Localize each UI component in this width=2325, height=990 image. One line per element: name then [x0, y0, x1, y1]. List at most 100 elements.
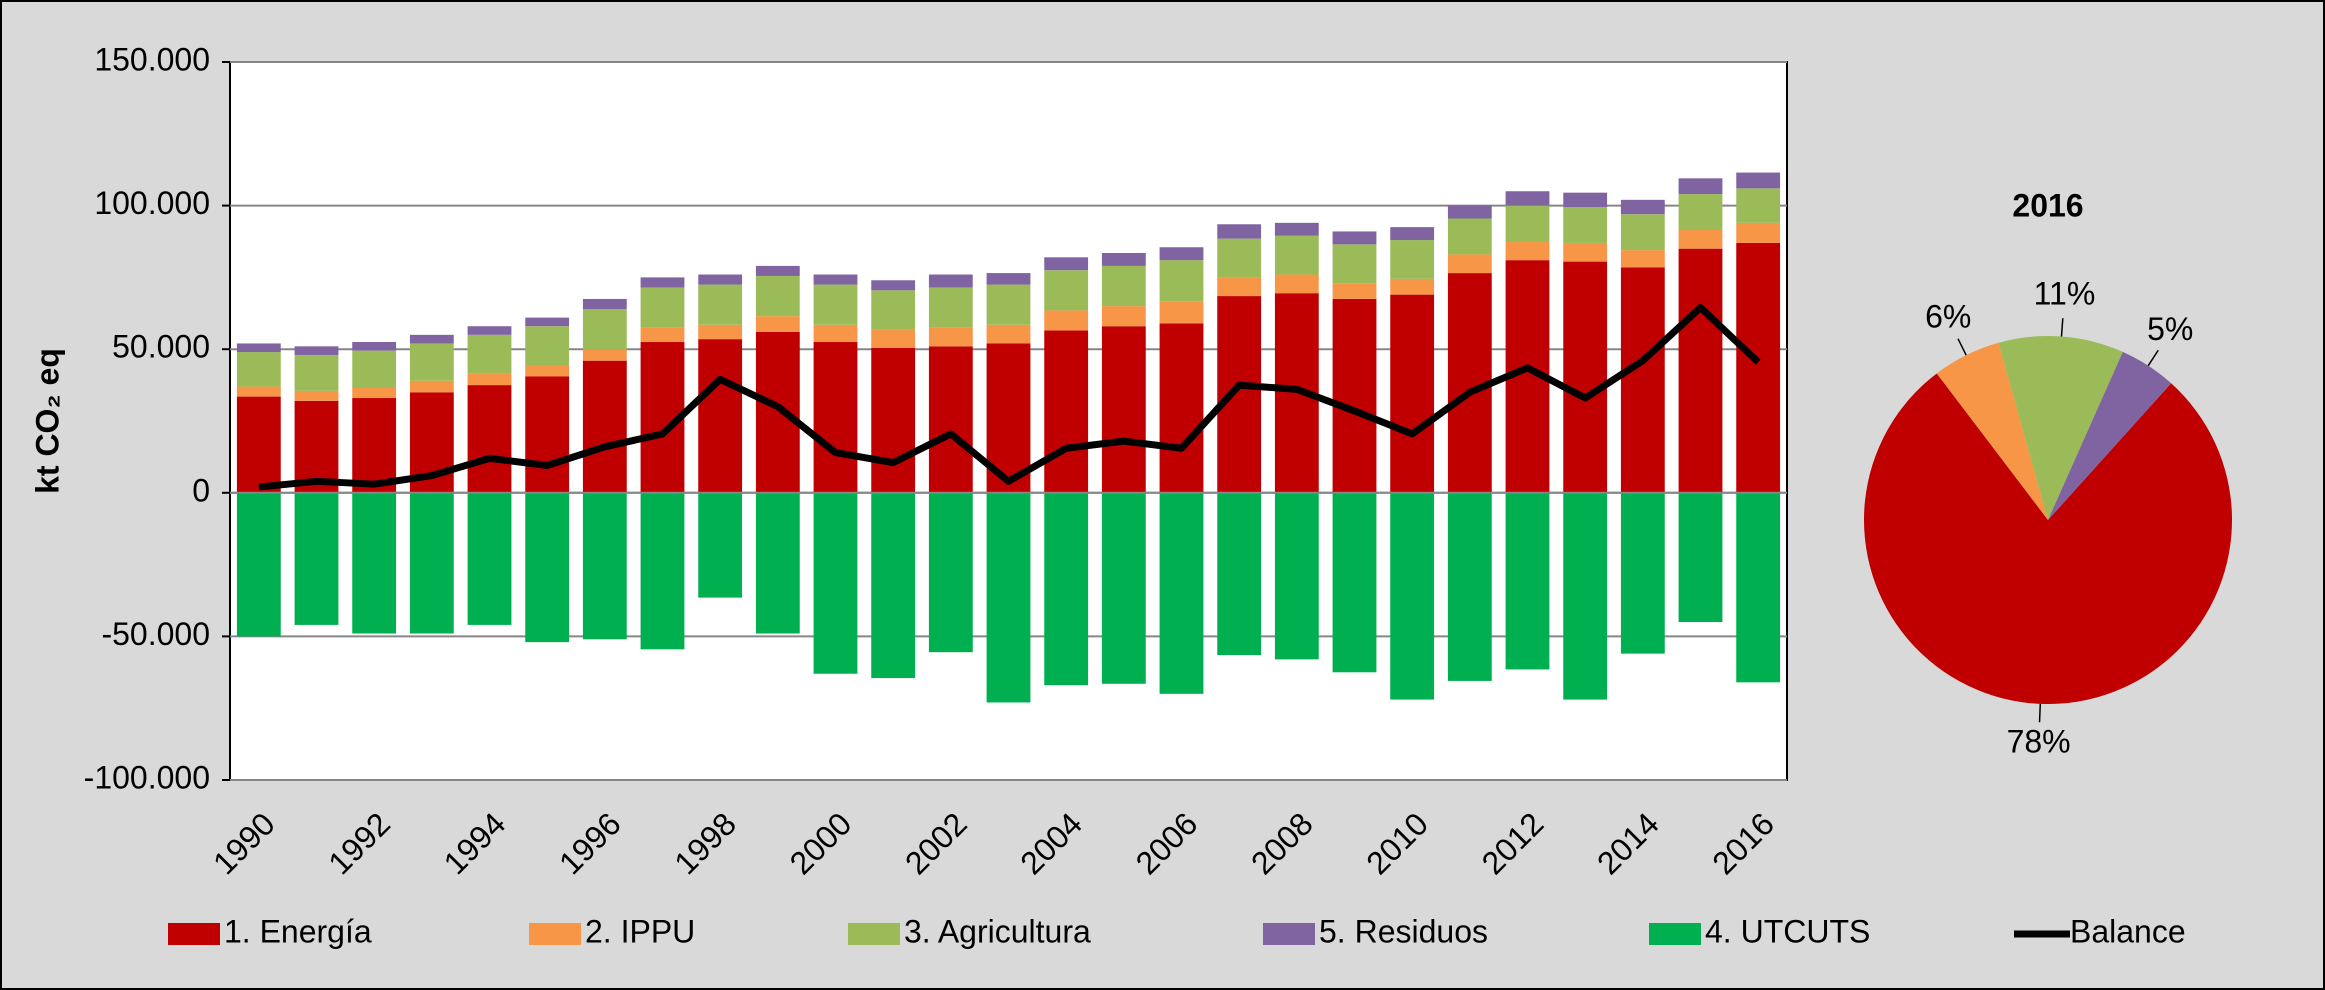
- bar: [352, 342, 397, 351]
- bar: [1217, 296, 1262, 493]
- bar: [1159, 323, 1204, 493]
- bar: [1736, 222, 1781, 243]
- bar: [409, 492, 454, 634]
- bar: [1678, 178, 1723, 195]
- bar: [1217, 224, 1262, 239]
- bar: [871, 280, 916, 291]
- y-tick-label: 150.000: [94, 41, 210, 77]
- bar: [1101, 306, 1146, 327]
- bar: [1101, 492, 1146, 684]
- bar: [1274, 492, 1319, 660]
- bar: [1447, 205, 1492, 219]
- bar: [1159, 492, 1204, 694]
- pie-label: 6%: [1925, 298, 1971, 334]
- bar: [928, 492, 973, 653]
- bar: [813, 342, 858, 493]
- bar: [236, 492, 281, 637]
- bar: [1159, 247, 1204, 261]
- bar: [1563, 192, 1608, 208]
- bar: [1447, 492, 1492, 681]
- bar: [1044, 270, 1089, 311]
- bar: [294, 400, 339, 493]
- bar: [1505, 492, 1550, 670]
- leader-line: [2060, 318, 2064, 337]
- legend-label: 1. Energía: [224, 913, 372, 949]
- pie-label: 11%: [2034, 276, 2096, 312]
- bar: [813, 324, 858, 343]
- bar: [467, 334, 512, 374]
- bar: [236, 396, 281, 493]
- bar: [1678, 492, 1723, 623]
- bar: [928, 274, 973, 288]
- bar: [294, 492, 339, 625]
- legend-swatch: [168, 923, 220, 945]
- bar: [640, 492, 685, 650]
- bar: [236, 386, 281, 397]
- bar: [1563, 261, 1608, 493]
- bar: [467, 373, 512, 386]
- bar: [1274, 274, 1319, 294]
- bar: [1274, 235, 1319, 275]
- bar: [525, 326, 570, 365]
- bar: [582, 298, 627, 309]
- pie-slice: [1998, 336, 2123, 520]
- bar: [1736, 188, 1781, 223]
- bar: [755, 265, 800, 276]
- bar: [1447, 218, 1492, 255]
- bar: [525, 364, 570, 377]
- bar: [871, 492, 916, 679]
- pie-slice: [1936, 342, 2048, 520]
- bar: [986, 492, 1031, 703]
- pie-label: 78%: [2007, 724, 2071, 760]
- bar: [698, 492, 743, 598]
- bar: [525, 376, 570, 493]
- bar: [1159, 260, 1204, 302]
- bar: [352, 492, 397, 634]
- y-tick-label: -100.000: [84, 759, 210, 795]
- leader-line: [1957, 338, 1967, 356]
- bar: [1274, 222, 1319, 236]
- bar: [1505, 241, 1550, 261]
- y-tick-label: -50.000: [101, 616, 210, 652]
- bar: [986, 284, 1031, 325]
- bar: [1620, 267, 1665, 493]
- bar: [1678, 230, 1723, 249]
- bar: [928, 287, 973, 328]
- bar: [1447, 254, 1492, 274]
- bar: [755, 316, 800, 332]
- legend-label: 5. Residuos: [1319, 913, 1488, 949]
- bar: [1620, 492, 1665, 654]
- bar: [928, 327, 973, 347]
- bar: [1217, 238, 1262, 278]
- bar: [409, 343, 454, 381]
- bar: [1620, 199, 1665, 215]
- bar: [698, 284, 743, 325]
- bar: [1044, 492, 1089, 686]
- leader-line: [2038, 703, 2042, 723]
- legend-label: Balance: [2070, 913, 2186, 949]
- legend-swatch: [1263, 923, 1315, 945]
- legend-label: 2. IPPU: [585, 913, 695, 949]
- bar: [1736, 172, 1781, 189]
- y-tick-label: 50.000: [112, 329, 210, 365]
- bar: [1101, 252, 1146, 266]
- bar: [236, 343, 281, 353]
- bar: [928, 346, 973, 493]
- bar: [1044, 310, 1089, 331]
- bar: [1736, 242, 1781, 493]
- bar: [1563, 207, 1608, 243]
- bar: [871, 290, 916, 330]
- bar: [294, 346, 339, 355]
- bar: [352, 398, 397, 493]
- bar: [1563, 492, 1608, 700]
- bar: [294, 354, 339, 391]
- bar: [1620, 214, 1665, 251]
- pie-slice: [1864, 373, 2232, 704]
- bar: [525, 317, 570, 327]
- bar: [1678, 248, 1723, 493]
- pie-slice: [2048, 351, 2172, 520]
- bar: [698, 339, 743, 493]
- bar: [1678, 194, 1723, 231]
